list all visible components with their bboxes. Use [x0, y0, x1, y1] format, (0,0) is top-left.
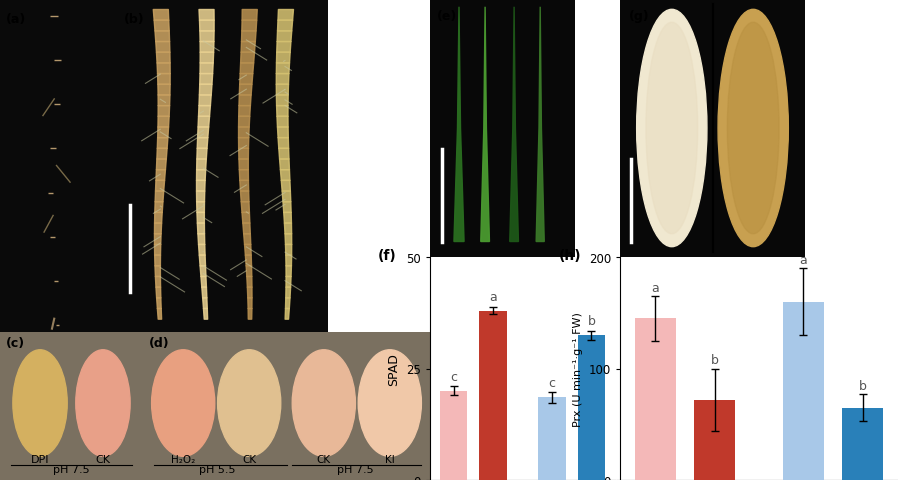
Bar — [538, 397, 566, 480]
Text: a: a — [652, 281, 659, 294]
Ellipse shape — [13, 350, 67, 456]
Text: a: a — [489, 291, 497, 304]
Polygon shape — [510, 8, 518, 242]
Bar — [635, 319, 676, 480]
Text: CK: CK — [95, 455, 110, 464]
Polygon shape — [536, 8, 544, 242]
Polygon shape — [480, 8, 489, 242]
Text: (b): (b) — [124, 13, 145, 26]
Bar — [440, 391, 467, 480]
Polygon shape — [453, 8, 464, 242]
Text: b: b — [710, 354, 718, 367]
Ellipse shape — [727, 23, 779, 234]
Bar — [577, 336, 605, 480]
Text: DPI: DPI — [31, 455, 49, 464]
Bar — [694, 400, 735, 480]
Bar — [783, 302, 824, 480]
Ellipse shape — [646, 23, 698, 234]
Ellipse shape — [292, 350, 356, 456]
Ellipse shape — [637, 10, 707, 247]
Text: (c): (c) — [5, 337, 25, 350]
Text: pH 5.5: pH 5.5 — [199, 464, 236, 474]
Text: b: b — [858, 379, 867, 392]
Bar — [480, 311, 506, 480]
Text: a: a — [799, 253, 807, 266]
Y-axis label: Prx (U min⁻¹·g⁻¹ FW): Prx (U min⁻¹·g⁻¹ FW) — [573, 312, 583, 426]
Text: c: c — [549, 376, 556, 389]
Ellipse shape — [75, 350, 130, 456]
Text: (d): (d) — [149, 337, 170, 350]
Text: pH 7.5: pH 7.5 — [53, 464, 90, 474]
Text: (g): (g) — [629, 10, 650, 23]
Ellipse shape — [152, 350, 215, 456]
Ellipse shape — [217, 350, 281, 456]
Text: CK: CK — [242, 455, 256, 464]
Ellipse shape — [358, 350, 421, 456]
Y-axis label: SPAD: SPAD — [388, 352, 401, 385]
Text: (a): (a) — [5, 13, 26, 26]
Text: H₂O₂: H₂O₂ — [171, 455, 195, 464]
Text: KI: KI — [385, 455, 395, 464]
Text: c: c — [450, 370, 457, 383]
Text: b: b — [587, 314, 595, 327]
Text: CK: CK — [317, 455, 330, 464]
Text: pH 7.5: pH 7.5 — [337, 464, 374, 474]
Text: (f): (f) — [378, 249, 397, 263]
Text: (h): (h) — [559, 249, 582, 263]
Bar — [841, 408, 884, 480]
Ellipse shape — [718, 10, 788, 247]
Text: (e): (e) — [437, 10, 457, 23]
